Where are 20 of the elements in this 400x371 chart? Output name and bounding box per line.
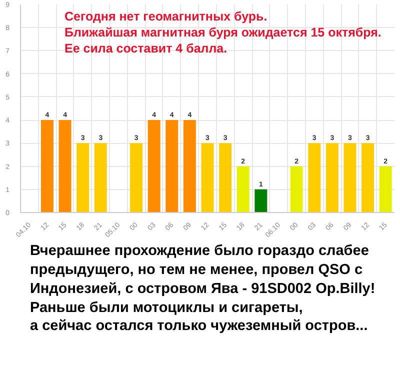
bar [58, 120, 72, 212]
bar [326, 143, 338, 212]
bar [94, 143, 107, 212]
bar [201, 143, 214, 212]
text: Вчерашнее прохождение было гораздо слабее предыдущего, но тем не менее, провел QSO с Индонезией, с островом Ява - 91SD002 Op.Billy! Раньше были мотоциклы и сигареты, а сейчас остался только чужеземный остров... [30, 242, 376, 336]
bar [166, 120, 178, 212]
bar [130, 143, 142, 212]
bar [362, 143, 374, 212]
bar [183, 120, 196, 212]
bar [379, 166, 392, 212]
annotation: Сегодня нет геомагнитных бурь. Ближайшая магнитная буря ожидается 15 октября. Ее сила составит 4 балла. [64, 10, 382, 56]
bar [236, 166, 250, 212]
bar [254, 189, 268, 212]
bar [290, 166, 303, 212]
bar [308, 143, 321, 212]
bar [219, 143, 232, 212]
bar [76, 143, 90, 212]
bar [40, 120, 54, 212]
bar [148, 120, 160, 212]
bar [344, 143, 356, 212]
